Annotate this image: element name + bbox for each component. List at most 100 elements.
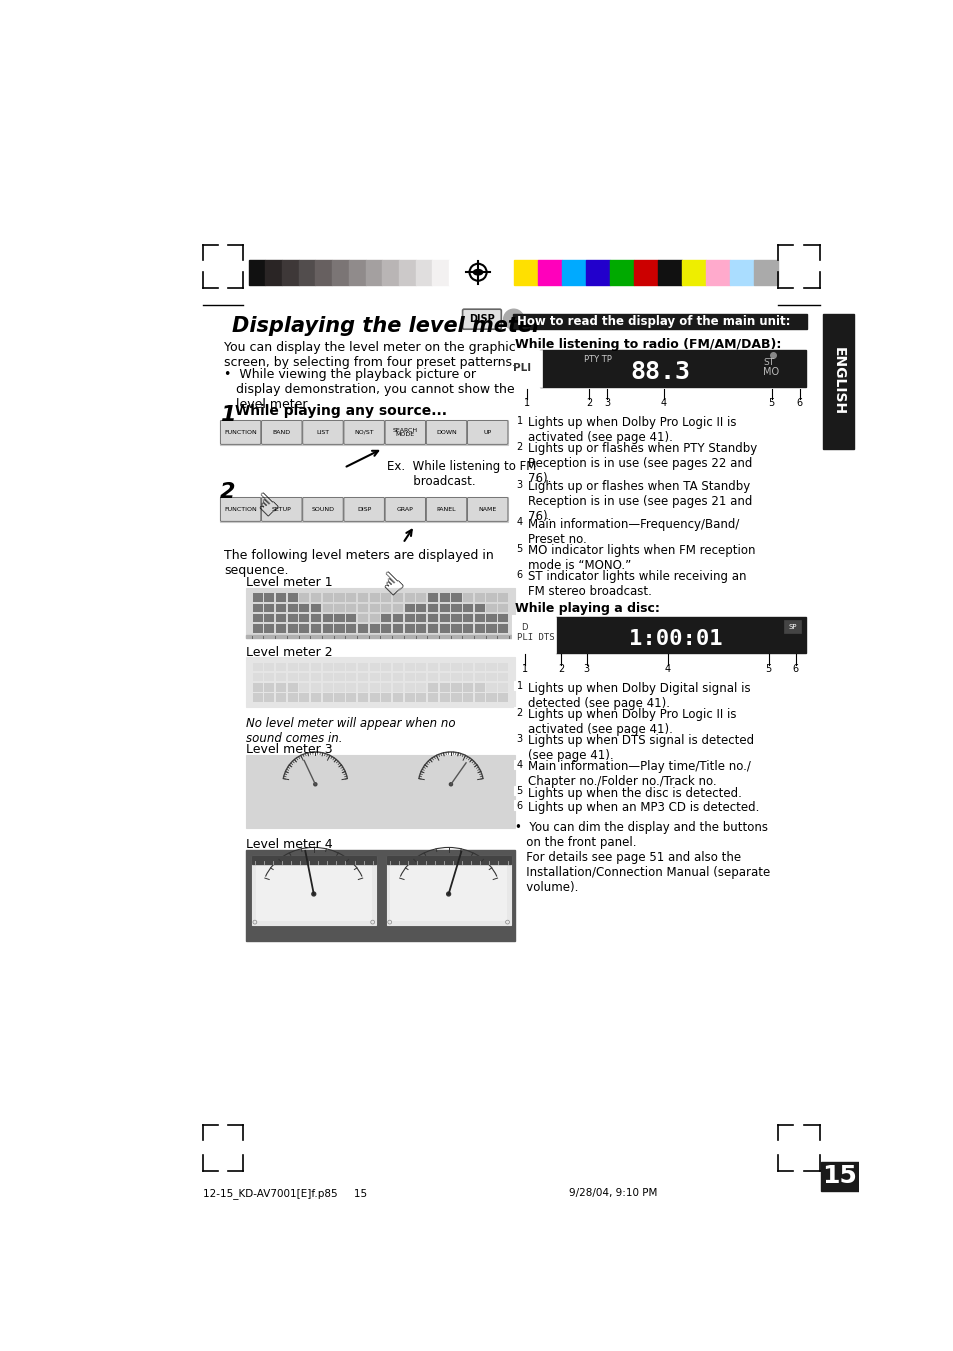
Bar xyxy=(439,613,450,623)
Bar xyxy=(253,593,262,603)
Bar xyxy=(299,613,309,623)
Bar xyxy=(451,604,461,612)
Bar xyxy=(381,624,391,632)
Text: D: D xyxy=(520,623,527,632)
Bar xyxy=(311,604,321,612)
Bar xyxy=(462,684,473,692)
Bar xyxy=(357,593,368,603)
Text: 5: 5 xyxy=(768,399,774,408)
Bar xyxy=(369,662,379,671)
Bar xyxy=(322,624,333,632)
Text: NAME: NAME xyxy=(478,507,497,512)
Text: PLI DTS: PLI DTS xyxy=(517,632,555,642)
Text: PANEL: PANEL xyxy=(436,507,456,512)
Bar xyxy=(220,420,508,444)
Bar xyxy=(245,657,515,708)
Bar xyxy=(514,517,524,527)
Bar xyxy=(562,259,586,285)
Bar xyxy=(514,708,524,716)
Bar xyxy=(322,693,333,703)
Text: PLI: PLI xyxy=(513,363,531,373)
Text: FUNCTION: FUNCTION xyxy=(224,430,256,435)
Text: SETUP: SETUP xyxy=(272,507,292,512)
Text: 2: 2 xyxy=(585,399,592,408)
Bar xyxy=(416,662,426,671)
FancyBboxPatch shape xyxy=(261,420,302,444)
Bar xyxy=(514,543,524,553)
Bar xyxy=(288,684,297,692)
Text: DISP: DISP xyxy=(356,507,371,512)
Bar xyxy=(513,616,806,654)
Text: Lights up or flashes when PTY Standby
Reception is in use (see pages 22 and
76).: Lights up or flashes when PTY Standby Re… xyxy=(528,442,757,485)
Ellipse shape xyxy=(473,270,482,274)
Bar xyxy=(404,693,415,703)
Bar xyxy=(404,673,415,681)
Bar xyxy=(486,593,497,603)
Bar xyxy=(416,693,426,703)
Bar xyxy=(311,624,321,632)
Bar xyxy=(311,662,321,671)
Bar xyxy=(634,259,658,285)
Bar xyxy=(486,693,497,703)
Bar xyxy=(514,442,524,451)
Bar xyxy=(475,693,484,703)
Text: While playing a disc:: While playing a disc: xyxy=(515,601,659,615)
Bar xyxy=(275,684,286,692)
Bar xyxy=(393,624,402,632)
Bar xyxy=(451,662,461,671)
Bar xyxy=(514,759,524,769)
Bar xyxy=(514,800,524,809)
Bar xyxy=(451,624,461,632)
Bar xyxy=(439,604,450,612)
Bar xyxy=(288,662,297,671)
Text: 6: 6 xyxy=(516,570,522,580)
Text: 2: 2 xyxy=(558,663,563,674)
Bar xyxy=(486,684,497,692)
Text: PTY TP: PTY TP xyxy=(583,354,612,363)
Bar xyxy=(253,604,262,612)
Text: 4: 4 xyxy=(660,399,666,408)
Bar xyxy=(513,349,806,389)
Text: While playing any source...: While playing any source... xyxy=(234,404,446,417)
Bar xyxy=(245,850,515,940)
Bar xyxy=(404,613,415,623)
Bar xyxy=(514,734,524,743)
Text: Lights up when DTS signal is detected
(see page 41).: Lights up when DTS signal is detected (s… xyxy=(528,734,754,762)
Bar xyxy=(497,693,508,703)
Bar xyxy=(264,662,274,671)
Bar xyxy=(357,613,368,623)
Text: •  You can dim the display and the buttons
   on the front panel.
   For details: • You can dim the display and the button… xyxy=(515,821,770,894)
FancyBboxPatch shape xyxy=(220,497,260,521)
Bar xyxy=(381,662,391,671)
Bar xyxy=(404,662,415,671)
FancyBboxPatch shape xyxy=(467,420,507,444)
Bar xyxy=(299,693,309,703)
Bar xyxy=(393,662,402,671)
Bar xyxy=(497,662,508,671)
Bar xyxy=(404,593,415,603)
Bar xyxy=(253,684,262,692)
Bar xyxy=(439,684,450,692)
Bar xyxy=(264,624,274,632)
Text: SP: SP xyxy=(787,624,796,630)
Bar xyxy=(275,613,286,623)
Bar xyxy=(349,259,365,285)
Bar xyxy=(475,593,484,603)
Bar xyxy=(253,613,262,623)
Bar xyxy=(265,259,282,285)
Bar xyxy=(555,663,567,673)
Bar xyxy=(311,684,321,692)
Bar xyxy=(439,593,450,603)
Text: 9/28/04, 9:10 PM: 9/28/04, 9:10 PM xyxy=(568,1188,657,1198)
Bar xyxy=(311,593,321,603)
Bar xyxy=(462,613,473,623)
Bar xyxy=(486,604,497,612)
Bar xyxy=(369,684,379,692)
Bar xyxy=(288,673,297,681)
Text: 2: 2 xyxy=(516,442,522,453)
Bar xyxy=(369,624,379,632)
Bar xyxy=(416,604,426,612)
Bar xyxy=(346,673,355,681)
Bar xyxy=(793,397,805,407)
Bar xyxy=(381,684,391,692)
